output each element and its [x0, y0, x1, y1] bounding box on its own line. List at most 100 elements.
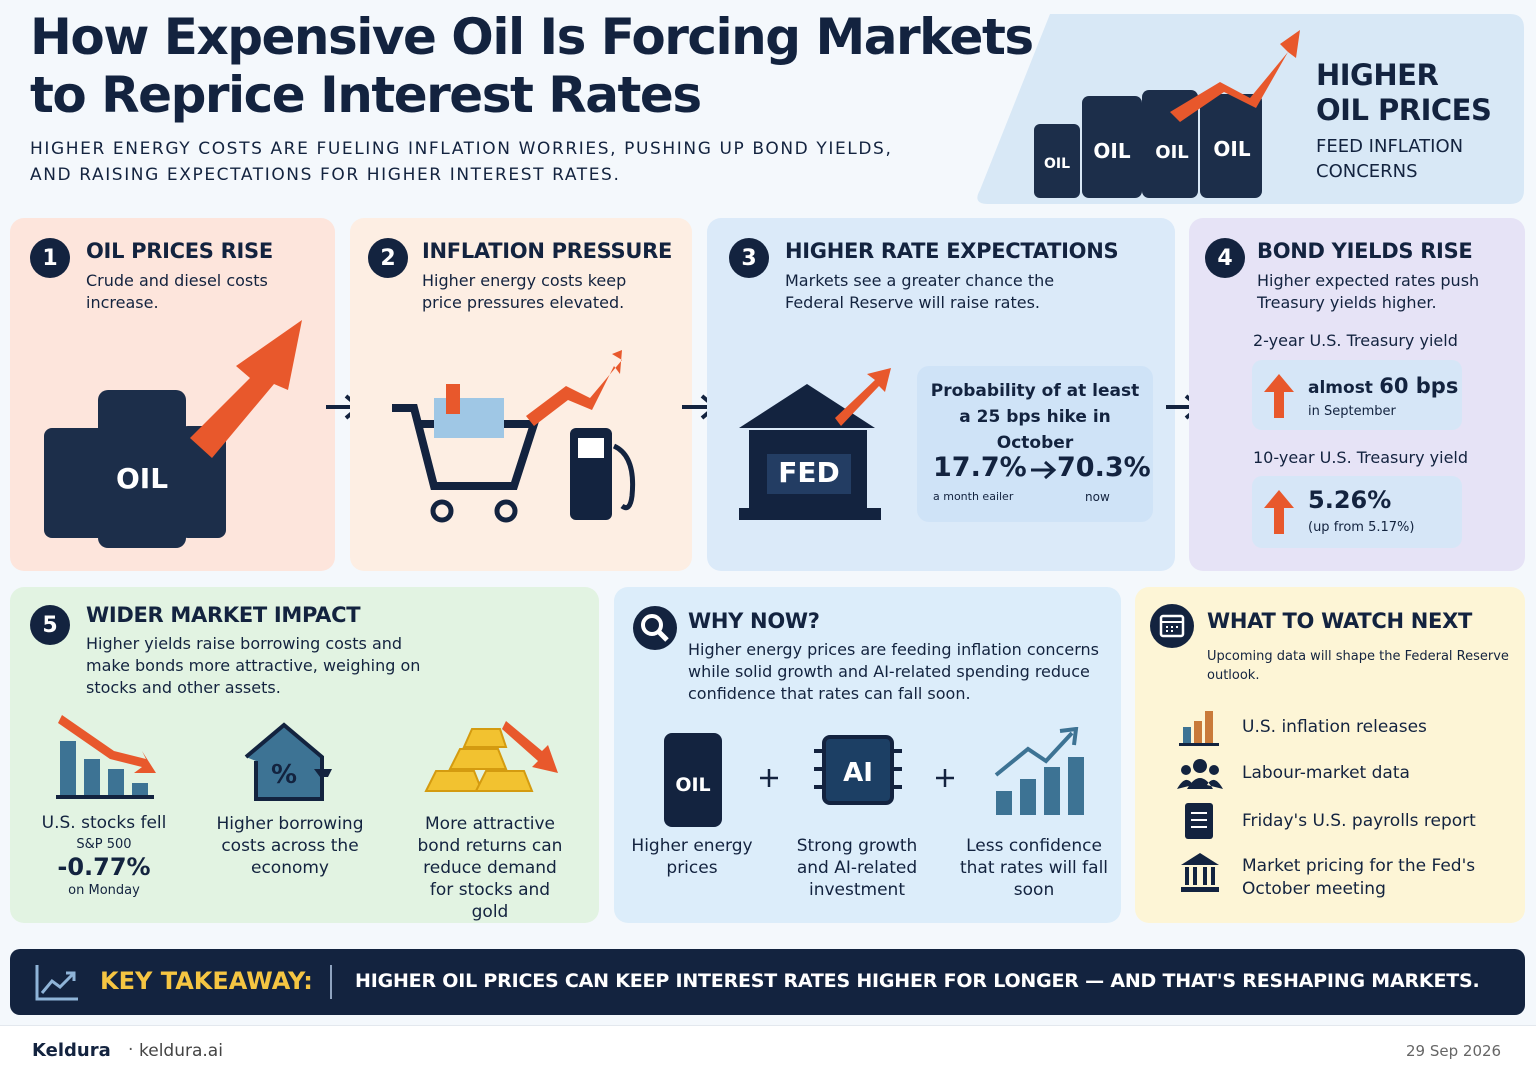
search-icon	[633, 606, 677, 650]
probability-to: 70.3%	[1057, 452, 1151, 483]
chip-label: AI	[843, 758, 873, 788]
barrel-label: OIL	[675, 774, 710, 796]
growth-icon	[994, 727, 1084, 815]
step-number: 3	[729, 238, 769, 278]
why-item-label: Higher energy prices	[631, 836, 753, 878]
calendar-icon	[1150, 604, 1194, 648]
step-number: 2	[368, 238, 408, 278]
why-text: Higher energy prices are feeding inflati…	[688, 640, 1099, 703]
yield-number: 5.26%	[1308, 486, 1392, 514]
plus	[936, 769, 954, 787]
arrow	[1031, 460, 1057, 480]
watch-item: Friday's U.S. payrolls report	[1242, 811, 1476, 831]
footer: Keldura · keldura.ai 29 Sep 2026	[0, 1025, 1536, 1075]
barrel-icon: OIL	[664, 733, 722, 827]
section-number: 5	[30, 605, 70, 645]
step-text: Markets see a greater chance the Federal…	[785, 271, 1055, 312]
step-text: Higher expected rates push Treasury yiel…	[1257, 271, 1480, 312]
footer-date: 29 Sep 2026	[1406, 1042, 1502, 1060]
takeaway-label: KEY TAKEAWAY:	[100, 967, 313, 995]
subtitle-line: AND RAISING EXPECTATIONS FOR HIGHER INTE…	[30, 165, 621, 185]
probability-box: Probability of at least a 25 bps hike in…	[917, 366, 1153, 522]
hero-sub: FEED INFLATION CONCERNS	[1316, 134, 1463, 184]
section-text: Higher yields raise borrowing costs and …	[86, 634, 421, 697]
trend-icon	[35, 965, 78, 1001]
people-icon	[1177, 759, 1223, 789]
step-card: 1 OIL PRICES RISE Crude and diesel costs…	[10, 218, 335, 571]
barrel-label: OIL	[1044, 156, 1070, 172]
title-line: How Expensive Oil Is Forcing Markets	[30, 8, 1034, 66]
hero-sub-line: FEED INFLATION	[1316, 136, 1464, 157]
yield-box: 5.26% (up from 5.17%)	[1252, 476, 1462, 548]
watch-title: WHAT TO WATCH NEXT	[1207, 609, 1472, 633]
why-item-label: Less confidence that rates will fall soo…	[959, 836, 1109, 900]
section-title: WIDER MARKET IMPACT	[86, 603, 361, 627]
step-text: Crude and diesel costs increase.	[86, 271, 268, 312]
subtitle-line: HIGHER ENERGY COSTS ARE FUELING INFLATIO…	[30, 139, 893, 159]
takeaway-text: HIGHER OIL PRICES CAN KEEP INTEREST RATE…	[355, 970, 1480, 992]
impact-card: 5 WIDER MARKET IMPACT Higher yields rais…	[10, 587, 599, 923]
hero-heading: HIGHER OIL PRICES	[1316, 58, 1492, 128]
plus	[760, 769, 778, 787]
divider	[330, 965, 332, 999]
yield-value: almost 60 bps	[1308, 374, 1458, 398]
step-number: 4	[1205, 238, 1245, 278]
house-icon: %	[244, 722, 332, 801]
watch-item: U.S. inflation releases	[1242, 717, 1427, 737]
borrowing-label: Higher borrowing costs across the econom…	[216, 814, 364, 878]
house-label: %	[271, 760, 297, 790]
fed-icon: FED	[739, 368, 891, 520]
hero-heading-line: HIGHER	[1316, 58, 1439, 92]
stocks-icon	[56, 715, 156, 799]
cart-icon	[392, 350, 636, 523]
oil-icon: OIL	[44, 320, 302, 548]
watch-item: Market pricing for the Fed's October mee…	[1242, 856, 1476, 899]
barrel-label: OIL	[1093, 139, 1130, 163]
yield-label: 10-year U.S. Treasury yield	[1253, 448, 1469, 467]
why-item-label: Strong growth and AI-related investment	[796, 836, 918, 900]
step-title: INFLATION PRESSURE	[422, 239, 672, 263]
probability-to-note: now	[1085, 490, 1110, 504]
bars-icon	[1179, 711, 1219, 746]
title-line: to Reprice Interest Rates	[30, 66, 702, 124]
step-title: BOND YIELDS RISE	[1257, 239, 1473, 263]
step-title: OIL PRICES RISE	[86, 239, 273, 263]
yield-box: almost 60 bps in September	[1252, 360, 1462, 430]
title: How Expensive Oil Is Forcing Markets to …	[30, 8, 1034, 124]
why-card: WHY NOW? Higher energy prices are feedin…	[614, 587, 1121, 923]
watch-card: WHAT TO WATCH NEXT Upcoming data will sh…	[1135, 587, 1525, 923]
step-text: Higher energy costs keep price pressures…	[422, 271, 627, 312]
barrel-label: OIL	[1155, 142, 1188, 163]
probability-from-note: a month eailer	[933, 490, 1014, 503]
bank-icon	[1181, 853, 1219, 892]
yield-prefix: almost	[1308, 378, 1373, 398]
hero-heading-line: OIL PRICES	[1316, 93, 1492, 127]
yield-note: in September	[1308, 404, 1396, 419]
probability-from: 17.7%	[933, 452, 1027, 483]
yield-label: 2-year U.S. Treasury yield	[1253, 331, 1458, 350]
stocks-label: U.S. stocks fell	[41, 813, 167, 833]
why-title: WHY NOW?	[688, 609, 820, 633]
watch-item: Labour-market data	[1242, 763, 1410, 783]
yield-note: (up from 5.17%)	[1308, 520, 1415, 535]
chip-icon: AI	[814, 735, 902, 805]
stocks-note: on Monday	[68, 883, 140, 898]
step-card: 4 BOND YIELDS RISE Higher expected rates…	[1189, 218, 1525, 571]
step-title: HIGHER RATE EXPECTATIONS	[785, 239, 1119, 263]
barrel-label: OIL	[116, 462, 168, 495]
bonds-label: More attractive bond returns can reduce …	[417, 814, 563, 922]
footer-site: keldura.ai	[139, 1041, 223, 1061]
footer-brand: Keldura	[32, 1040, 111, 1061]
footer-separator: ·	[128, 1040, 134, 1060]
up-arrow	[1264, 374, 1294, 418]
subtitle: HIGHER ENERGY COSTS ARE FUELING INFLATIO…	[30, 136, 892, 188]
stocks-value: -0.77%	[57, 853, 151, 881]
hero-sub-line: CONCERNS	[1316, 161, 1418, 182]
step-number: 1	[30, 238, 70, 278]
probability-title: Probability of at least a 25 bps hike in…	[930, 381, 1140, 453]
hero-panel: OIL OIL OIL OIL	[977, 14, 1524, 204]
stocks-index: S&P 500	[76, 837, 132, 852]
up-arrow	[1264, 490, 1294, 534]
fed-label: FED	[778, 456, 840, 489]
